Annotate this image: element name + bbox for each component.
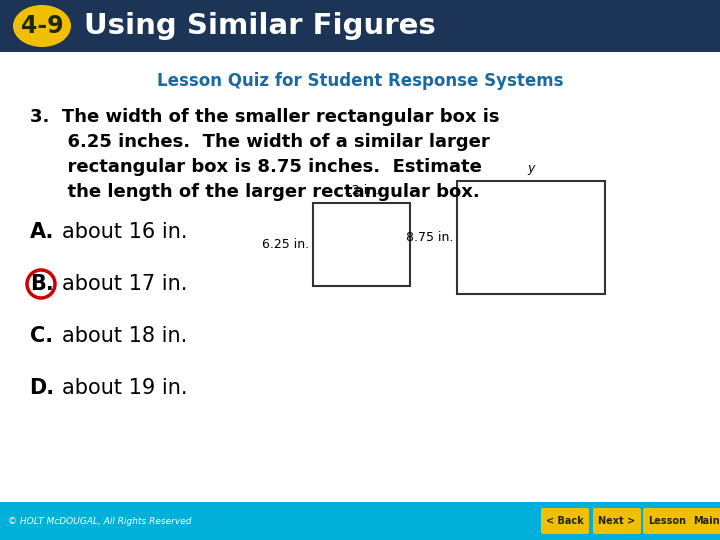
FancyBboxPatch shape (682, 508, 720, 534)
Text: Main: Main (693, 516, 719, 526)
Text: 6.25 in.: 6.25 in. (262, 238, 309, 251)
Text: < Back: < Back (546, 516, 584, 526)
Text: the length of the larger rectangular box.: the length of the larger rectangular box… (30, 183, 480, 201)
Text: Lesson: Lesson (648, 516, 686, 526)
Text: about 17 in.: about 17 in. (62, 274, 187, 294)
Text: B.: B. (30, 274, 54, 294)
Ellipse shape (13, 5, 71, 47)
Text: 3.  The width of the smaller rectangular box is: 3. The width of the smaller rectangular … (30, 108, 500, 126)
Text: C.: C. (30, 326, 53, 346)
Text: A.: A. (30, 222, 54, 242)
Text: D.: D. (30, 378, 55, 398)
FancyBboxPatch shape (541, 508, 589, 534)
Text: Lesson Quiz for Student Response Systems: Lesson Quiz for Student Response Systems (157, 72, 563, 90)
Text: 4-9: 4-9 (21, 14, 63, 38)
Text: about 19 in.: about 19 in. (62, 378, 187, 398)
FancyBboxPatch shape (643, 508, 691, 534)
Bar (0, 502, 720, 540)
Text: about 18 in.: about 18 in. (62, 326, 187, 346)
Text: © HOLT McDOUGAL, All Rights Reserved: © HOLT McDOUGAL, All Rights Reserved (8, 516, 192, 525)
FancyBboxPatch shape (593, 508, 641, 534)
Text: rectangular box is 8.75 inches.  Estimate: rectangular box is 8.75 inches. Estimate (30, 158, 482, 176)
Text: 6.25 inches.  The width of a similar larger: 6.25 inches. The width of a similar larg… (30, 133, 490, 151)
Text: Using Similar Figures: Using Similar Figures (84, 12, 436, 40)
Bar (0, 0, 720, 52)
Bar (313, 202, 410, 286)
Text: 12 in.: 12 in. (344, 184, 379, 197)
Text: about 16 in.: about 16 in. (62, 222, 187, 242)
Text: Next >: Next > (598, 516, 636, 526)
Text: y: y (527, 162, 535, 175)
Text: 8.75 in.: 8.75 in. (406, 231, 453, 244)
Bar (457, 181, 605, 294)
